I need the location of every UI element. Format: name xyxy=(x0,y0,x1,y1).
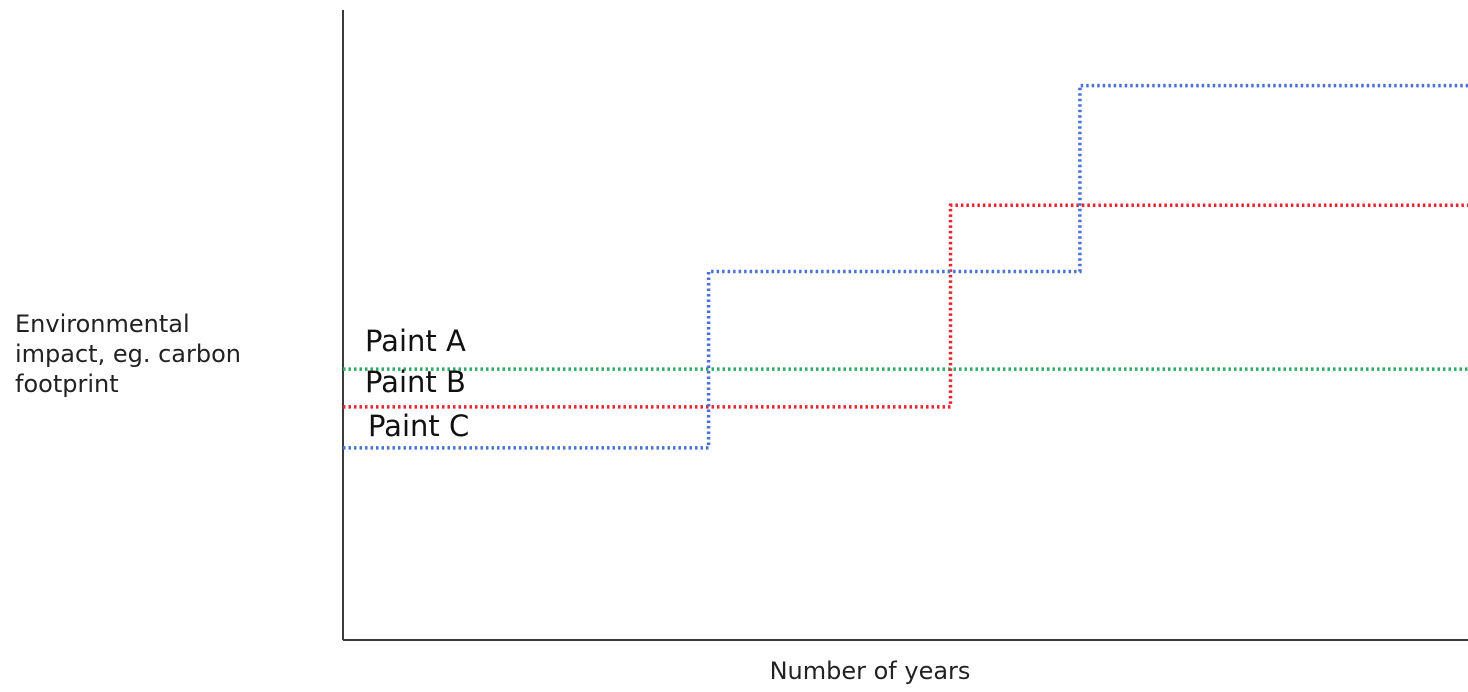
x-axis-label: Number of years xyxy=(769,657,971,685)
series-label-layer: Paint A Paint B Paint C xyxy=(365,324,469,443)
y-axis-label: Environmental impact, eg. carbon footpri… xyxy=(15,310,242,398)
series-label-paint-a: Paint A xyxy=(365,324,466,358)
series-line-paint-b xyxy=(343,203,1468,409)
series-line-paint-c xyxy=(343,83,1468,450)
series-layer xyxy=(343,83,1468,450)
series-label-paint-c: Paint C xyxy=(368,409,469,443)
series-label-paint-b: Paint B xyxy=(365,365,466,399)
